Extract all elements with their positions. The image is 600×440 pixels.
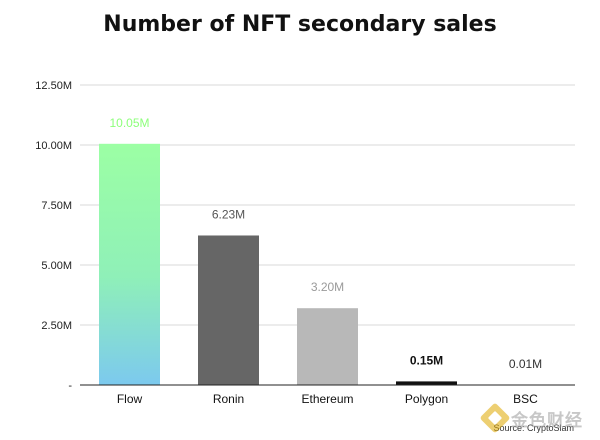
y-tick-label: 12.50M [35,80,72,92]
gridlines [80,84,575,326]
bar-ethereum [297,308,358,385]
y-tick-label: 10.00M [35,140,72,152]
data-label: 3.20M [311,280,344,294]
data-label: 6.23M [212,207,245,221]
y-axis-ticks: - 2.50M 5.00M 7.50M 10.00M 12.50M [35,80,72,392]
x-tick-label: Polygon [405,392,448,406]
data-label: 10.05M [109,116,149,130]
y-tick-label: - [68,380,72,392]
x-axis-ticks: Flow Ronin Ethereum Polygon BSC [117,392,538,406]
chart-title: Number of NFT secondary sales [103,12,497,37]
watermark: 金色财经 [479,402,583,434]
source-note: Source: CryptoSlam [493,423,574,433]
bar-flow [99,143,160,385]
x-tick-label: Flow [117,392,143,406]
data-label: 0.15M [410,353,443,367]
bar-polygon [396,381,457,385]
y-tick-label: 2.50M [41,320,72,332]
bar-ronin [198,235,259,385]
watermark-text: 金色财经 [511,410,583,431]
y-tick-label: 5.00M [41,260,72,272]
y-tick-label: 7.50M [41,200,72,212]
bars [99,143,556,385]
diamond-logo-icon [479,402,511,434]
data-label: 0.01M [509,357,542,371]
data-labels: 10.05M 6.23M 3.20M 0.15M 0.01M [109,116,542,371]
x-tick-label: BSC [513,392,538,406]
x-tick-label: Ethereum [301,392,353,406]
x-tick-label: Ronin [213,392,244,406]
